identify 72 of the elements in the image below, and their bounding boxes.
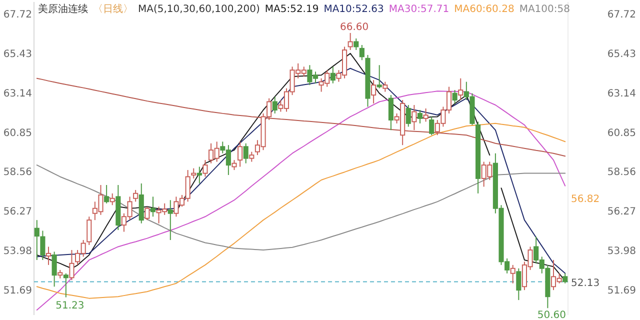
candlestick xyxy=(150,196,156,218)
y-tick-label: 65.43 xyxy=(3,49,32,60)
candlestick xyxy=(272,96,278,114)
text: MA60:60.28 xyxy=(454,4,514,15)
candlestick xyxy=(110,192,115,206)
candlestick xyxy=(412,104,417,131)
candlestick xyxy=(144,206,150,221)
y2-tick-label: 51.69 xyxy=(607,285,636,296)
candlestick xyxy=(191,168,196,179)
y2-tick-label: 60.85 xyxy=(607,128,636,139)
y-tick-label: 58.56 xyxy=(3,167,32,178)
candlestick xyxy=(376,64,382,89)
candlestick xyxy=(69,249,74,281)
y2-tick-label: 65.43 xyxy=(607,49,636,60)
line-series xyxy=(36,164,566,250)
ref-line-label: 52.13 xyxy=(571,278,600,289)
candlestick xyxy=(86,216,92,246)
annotation: 51.23 xyxy=(56,300,84,312)
annotation: 66.60 xyxy=(340,22,369,33)
text: MA30:57.71 xyxy=(388,4,450,15)
candlestick xyxy=(243,142,248,164)
candlestick xyxy=(516,268,522,301)
chart-subtitle: 〈日线〉 xyxy=(93,3,133,15)
candlestick xyxy=(232,160,237,171)
candlestick xyxy=(196,166,202,184)
candlestick xyxy=(104,184,110,204)
text: MA100:58 xyxy=(519,4,570,15)
y2-tick-label: 67.72 xyxy=(607,10,636,21)
candlestick xyxy=(40,230,46,260)
y-tick-label: 53.98 xyxy=(3,246,32,257)
candlestick xyxy=(388,94,394,131)
candlestick xyxy=(202,160,208,178)
candlestick xyxy=(371,80,376,104)
candlestick xyxy=(330,66,336,84)
candlestick xyxy=(133,189,138,202)
candlestick xyxy=(348,32,353,50)
candlestick xyxy=(510,264,516,284)
candlestick xyxy=(452,90,458,104)
y2-tick-label: 58.56 xyxy=(607,167,636,178)
y2-tick-label: 56.27 xyxy=(607,206,636,218)
candlestick xyxy=(423,108,428,122)
text: 56.82 xyxy=(571,194,600,205)
line-series xyxy=(36,78,566,157)
candlestick xyxy=(354,38,359,50)
candlestick xyxy=(429,116,434,136)
candlestick xyxy=(359,44,364,61)
y-tick-label: 63.14 xyxy=(3,88,32,100)
candlestick xyxy=(46,246,52,266)
text: MA10:52.63 xyxy=(324,4,384,15)
y-tick-label: 67.72 xyxy=(3,10,32,21)
y2-tick-label: 63.14 xyxy=(607,88,636,100)
candlestick xyxy=(417,110,423,124)
candlestick xyxy=(168,200,173,241)
candlestick xyxy=(382,81,388,92)
line-series xyxy=(36,122,566,299)
candlestick xyxy=(562,272,568,284)
annotation: 50.60 xyxy=(537,310,566,320)
candlestick xyxy=(34,220,40,260)
candlestick xyxy=(238,141,243,168)
candlestick xyxy=(52,251,57,288)
y-tick-label: 60.85 xyxy=(3,128,32,139)
chart-title: 美原油连续 xyxy=(38,3,88,15)
legend-title: MA(5,10,30,60,100,200) xyxy=(138,4,260,15)
text: MA5:52.19 xyxy=(264,4,319,15)
candlestick xyxy=(458,78,464,101)
candlestick xyxy=(406,104,411,128)
y2-tick-label: 53.98 xyxy=(607,246,636,257)
candlestick xyxy=(249,151,254,162)
y-tick-label: 56.27 xyxy=(3,206,32,218)
y-tick-label: 51.69 xyxy=(3,285,32,296)
candlestick xyxy=(63,272,68,298)
line-series xyxy=(36,90,566,311)
